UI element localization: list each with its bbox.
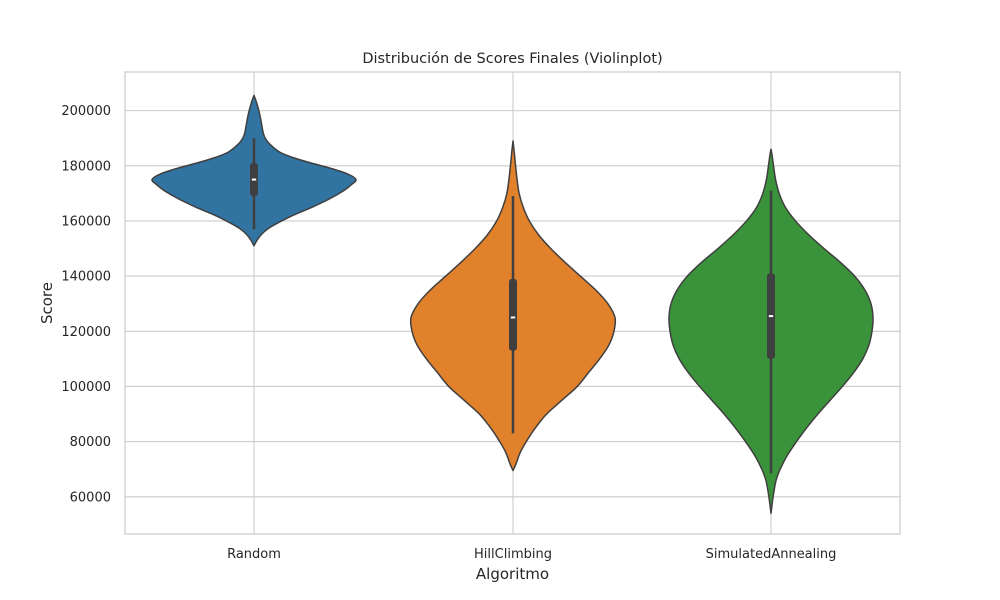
chart-title: Distribución de Scores Finales (Violinpl… <box>362 51 662 67</box>
x-tick-label: Random <box>227 547 281 562</box>
y-tick-label: 80000 <box>70 435 111 450</box>
y-tick-label: 120000 <box>61 325 111 340</box>
x-tick-label: SimulatedAnnealing <box>706 547 837 562</box>
y-tick-label: 200000 <box>61 104 111 119</box>
y-tick-label: 160000 <box>61 214 111 229</box>
y-tick-label: 60000 <box>70 490 111 505</box>
x-axis-label: Algoritmo <box>476 565 549 583</box>
violin-iqr-box <box>509 278 517 351</box>
x-tick-label: HillClimbing <box>474 547 552 562</box>
y-tick-label: 180000 <box>61 159 111 174</box>
y-tick-label: 100000 <box>61 380 111 395</box>
plot-frame <box>124 71 901 535</box>
y-axis-label: Score <box>38 282 56 324</box>
y-tick-label: 140000 <box>61 270 111 285</box>
x-tick-labels: Random HillClimbing SimulatedAnnealing <box>227 547 836 562</box>
violins <box>151 94 874 515</box>
y-tick-labels: 60000 80000 100000 120000 140000 160000 180000… <box>61 104 111 505</box>
